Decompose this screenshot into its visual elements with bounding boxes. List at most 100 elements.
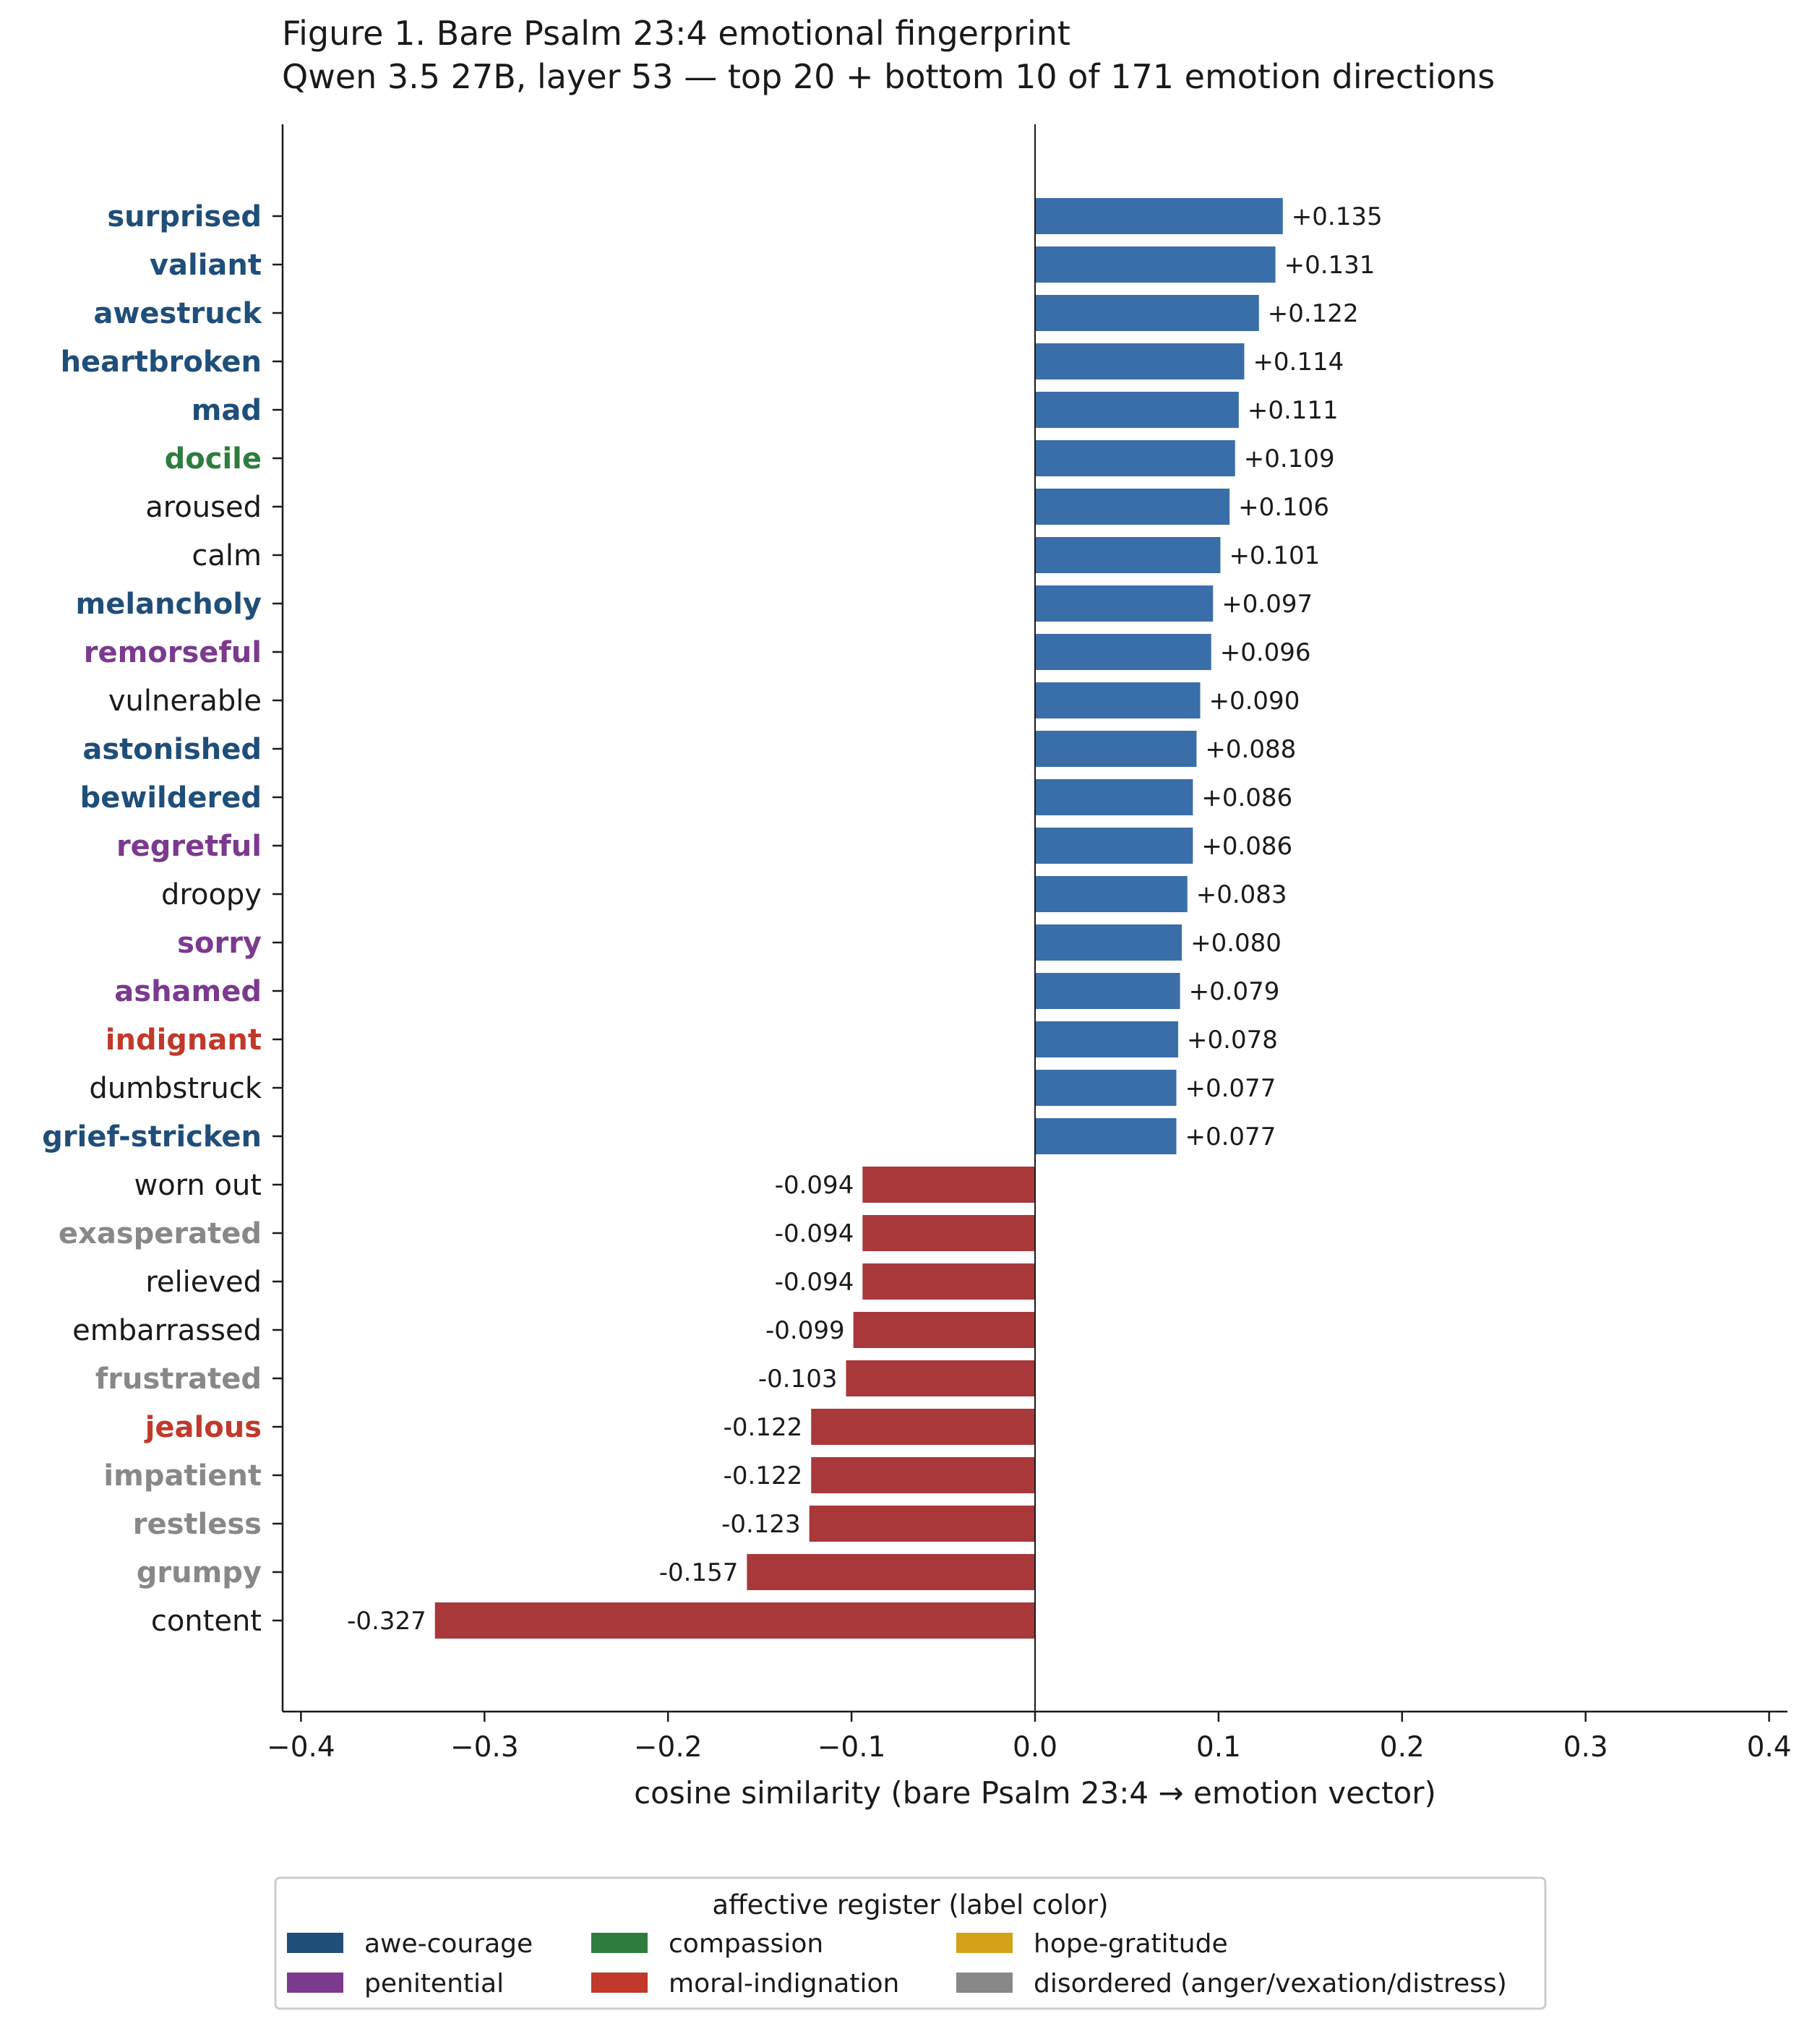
x-tick-label: −0.1 — [817, 1731, 886, 1764]
data-label: +0.111 — [1248, 396, 1339, 425]
category-label: melancholy — [76, 588, 262, 621]
data-label: +0.101 — [1229, 541, 1320, 570]
category-label: heartbroken — [61, 345, 262, 379]
legend-label-disordered: disordered (anger/vexation/distress) — [1034, 1969, 1507, 1999]
category-label: awestruck — [93, 297, 262, 330]
bar-restless — [809, 1506, 1035, 1542]
bar-frustrated — [846, 1360, 1035, 1396]
chart-title: Figure 1. Bare Psalm 23:4 emotional fing… — [282, 14, 1070, 53]
bar-awestruck — [1035, 295, 1259, 331]
category-label: mad — [192, 394, 262, 427]
bar-mad — [1035, 392, 1239, 428]
bar-remorseful — [1035, 634, 1211, 670]
legend-swatch-moral-indignation — [591, 1973, 648, 1993]
data-label: -0.103 — [758, 1365, 838, 1394]
category-label: indignant — [106, 1023, 262, 1057]
category-label: regretful — [116, 830, 262, 863]
bar-content — [434, 1602, 1035, 1639]
data-label: +0.135 — [1292, 202, 1383, 231]
bar-bewildered — [1035, 779, 1193, 815]
chart-subtitle: Qwen 3.5 27B, layer 53 — top 20 + bottom… — [282, 57, 1495, 96]
category-label: worn out — [134, 1169, 262, 1202]
x-tick-label: 0.3 — [1563, 1731, 1608, 1764]
bar-surprised — [1035, 198, 1283, 234]
category-label: aroused — [145, 491, 262, 524]
category-label: sorry — [177, 927, 262, 960]
category-label: exasperated — [59, 1217, 262, 1250]
bar-grumpy — [747, 1554, 1035, 1590]
x-tick-label: 0.2 — [1380, 1731, 1425, 1764]
bars-layer: +0.135 +0.131 +0.122 +0.114 +0.111 +0.109 +0.1… — [347, 198, 1383, 1639]
data-label: -0.327 — [347, 1607, 426, 1636]
data-label: +0.079 — [1189, 977, 1280, 1006]
bar-dumbstruck — [1035, 1070, 1177, 1106]
data-label: +0.114 — [1253, 348, 1344, 377]
bar-ashamed — [1035, 973, 1180, 1009]
data-label: -0.094 — [775, 1171, 854, 1200]
category-label: jealous — [144, 1411, 262, 1444]
data-label: +0.096 — [1220, 638, 1311, 667]
legend-title: affective register (label color) — [712, 1889, 1108, 1920]
legend-label-compassion: compassion — [669, 1929, 823, 1959]
category-label: embarrassed — [72, 1314, 262, 1347]
bar-regretful — [1035, 828, 1193, 864]
data-label: -0.099 — [765, 1316, 845, 1345]
bar-calm — [1035, 537, 1221, 573]
legend-label-hope-gratitude: hope-gratitude — [1034, 1929, 1228, 1959]
bar-indignant — [1035, 1021, 1179, 1057]
data-label: +0.109 — [1244, 445, 1335, 473]
bar-exasperated — [862, 1215, 1035, 1251]
data-label: +0.083 — [1196, 880, 1287, 909]
category-label: relieved — [145, 1266, 262, 1299]
bar-droopy — [1035, 876, 1188, 912]
category-label: surprised — [107, 200, 262, 233]
axes-layer: surprised valiant awestruck heartbroken mad d… — [42, 124, 1792, 1764]
category-label: grumpy — [137, 1556, 262, 1589]
data-label: -0.123 — [721, 1510, 801, 1539]
category-label: ashamed — [114, 975, 262, 1008]
bar-jealous — [811, 1409, 1035, 1445]
bar-worn-out — [862, 1167, 1035, 1203]
category-label: valiant — [150, 249, 262, 282]
bar-heartbroken — [1035, 343, 1245, 379]
legend-swatch-disordered — [956, 1973, 1013, 1993]
legend-label-awe-courage: awe-courage — [364, 1929, 533, 1959]
legend-swatch-penitential — [287, 1973, 343, 1993]
category-label: astonished — [82, 733, 262, 766]
bar-docile — [1035, 440, 1235, 476]
x-tick-label: 0.4 — [1747, 1731, 1792, 1764]
bar-sorry — [1035, 924, 1182, 961]
bar-impatient — [811, 1457, 1035, 1493]
category-label: content — [151, 1605, 262, 1638]
data-label: -0.122 — [724, 1413, 803, 1442]
x-tick-label: 0.1 — [1196, 1731, 1241, 1764]
data-label: +0.122 — [1268, 299, 1359, 328]
legend-label-penitential: penitential — [364, 1969, 504, 1999]
bar-valiant — [1035, 246, 1276, 283]
data-label: +0.078 — [1187, 1026, 1278, 1055]
category-label: docile — [165, 442, 262, 476]
data-label: +0.086 — [1201, 832, 1292, 861]
data-label: +0.106 — [1238, 493, 1329, 522]
data-label: -0.094 — [775, 1268, 854, 1297]
category-label: calm — [192, 539, 262, 572]
bar-astonished — [1035, 731, 1197, 767]
data-label: +0.090 — [1209, 687, 1300, 716]
category-label: dumbstruck — [89, 1072, 262, 1105]
data-label: +0.088 — [1205, 735, 1296, 764]
category-label: droopy — [161, 878, 262, 911]
data-label: +0.080 — [1190, 929, 1282, 958]
x-tick-label: −0.2 — [634, 1731, 703, 1764]
data-label: +0.131 — [1284, 251, 1375, 280]
category-label: vulnerable — [108, 684, 262, 718]
category-label: bewildered — [80, 781, 262, 815]
data-label: +0.077 — [1185, 1074, 1276, 1103]
data-label: +0.086 — [1201, 784, 1292, 812]
legend-swatch-awe-courage — [287, 1933, 343, 1953]
x-axis-title: cosine similarity (bare Psalm 23:4 → emo… — [634, 1775, 1436, 1811]
legend-label-moral-indignation: moral-indignation — [669, 1969, 899, 1999]
x-tick-label: −0.3 — [450, 1731, 519, 1764]
legend: affective register (label color) awe-cour… — [274, 1876, 1547, 2010]
data-label: -0.157 — [659, 1558, 739, 1587]
